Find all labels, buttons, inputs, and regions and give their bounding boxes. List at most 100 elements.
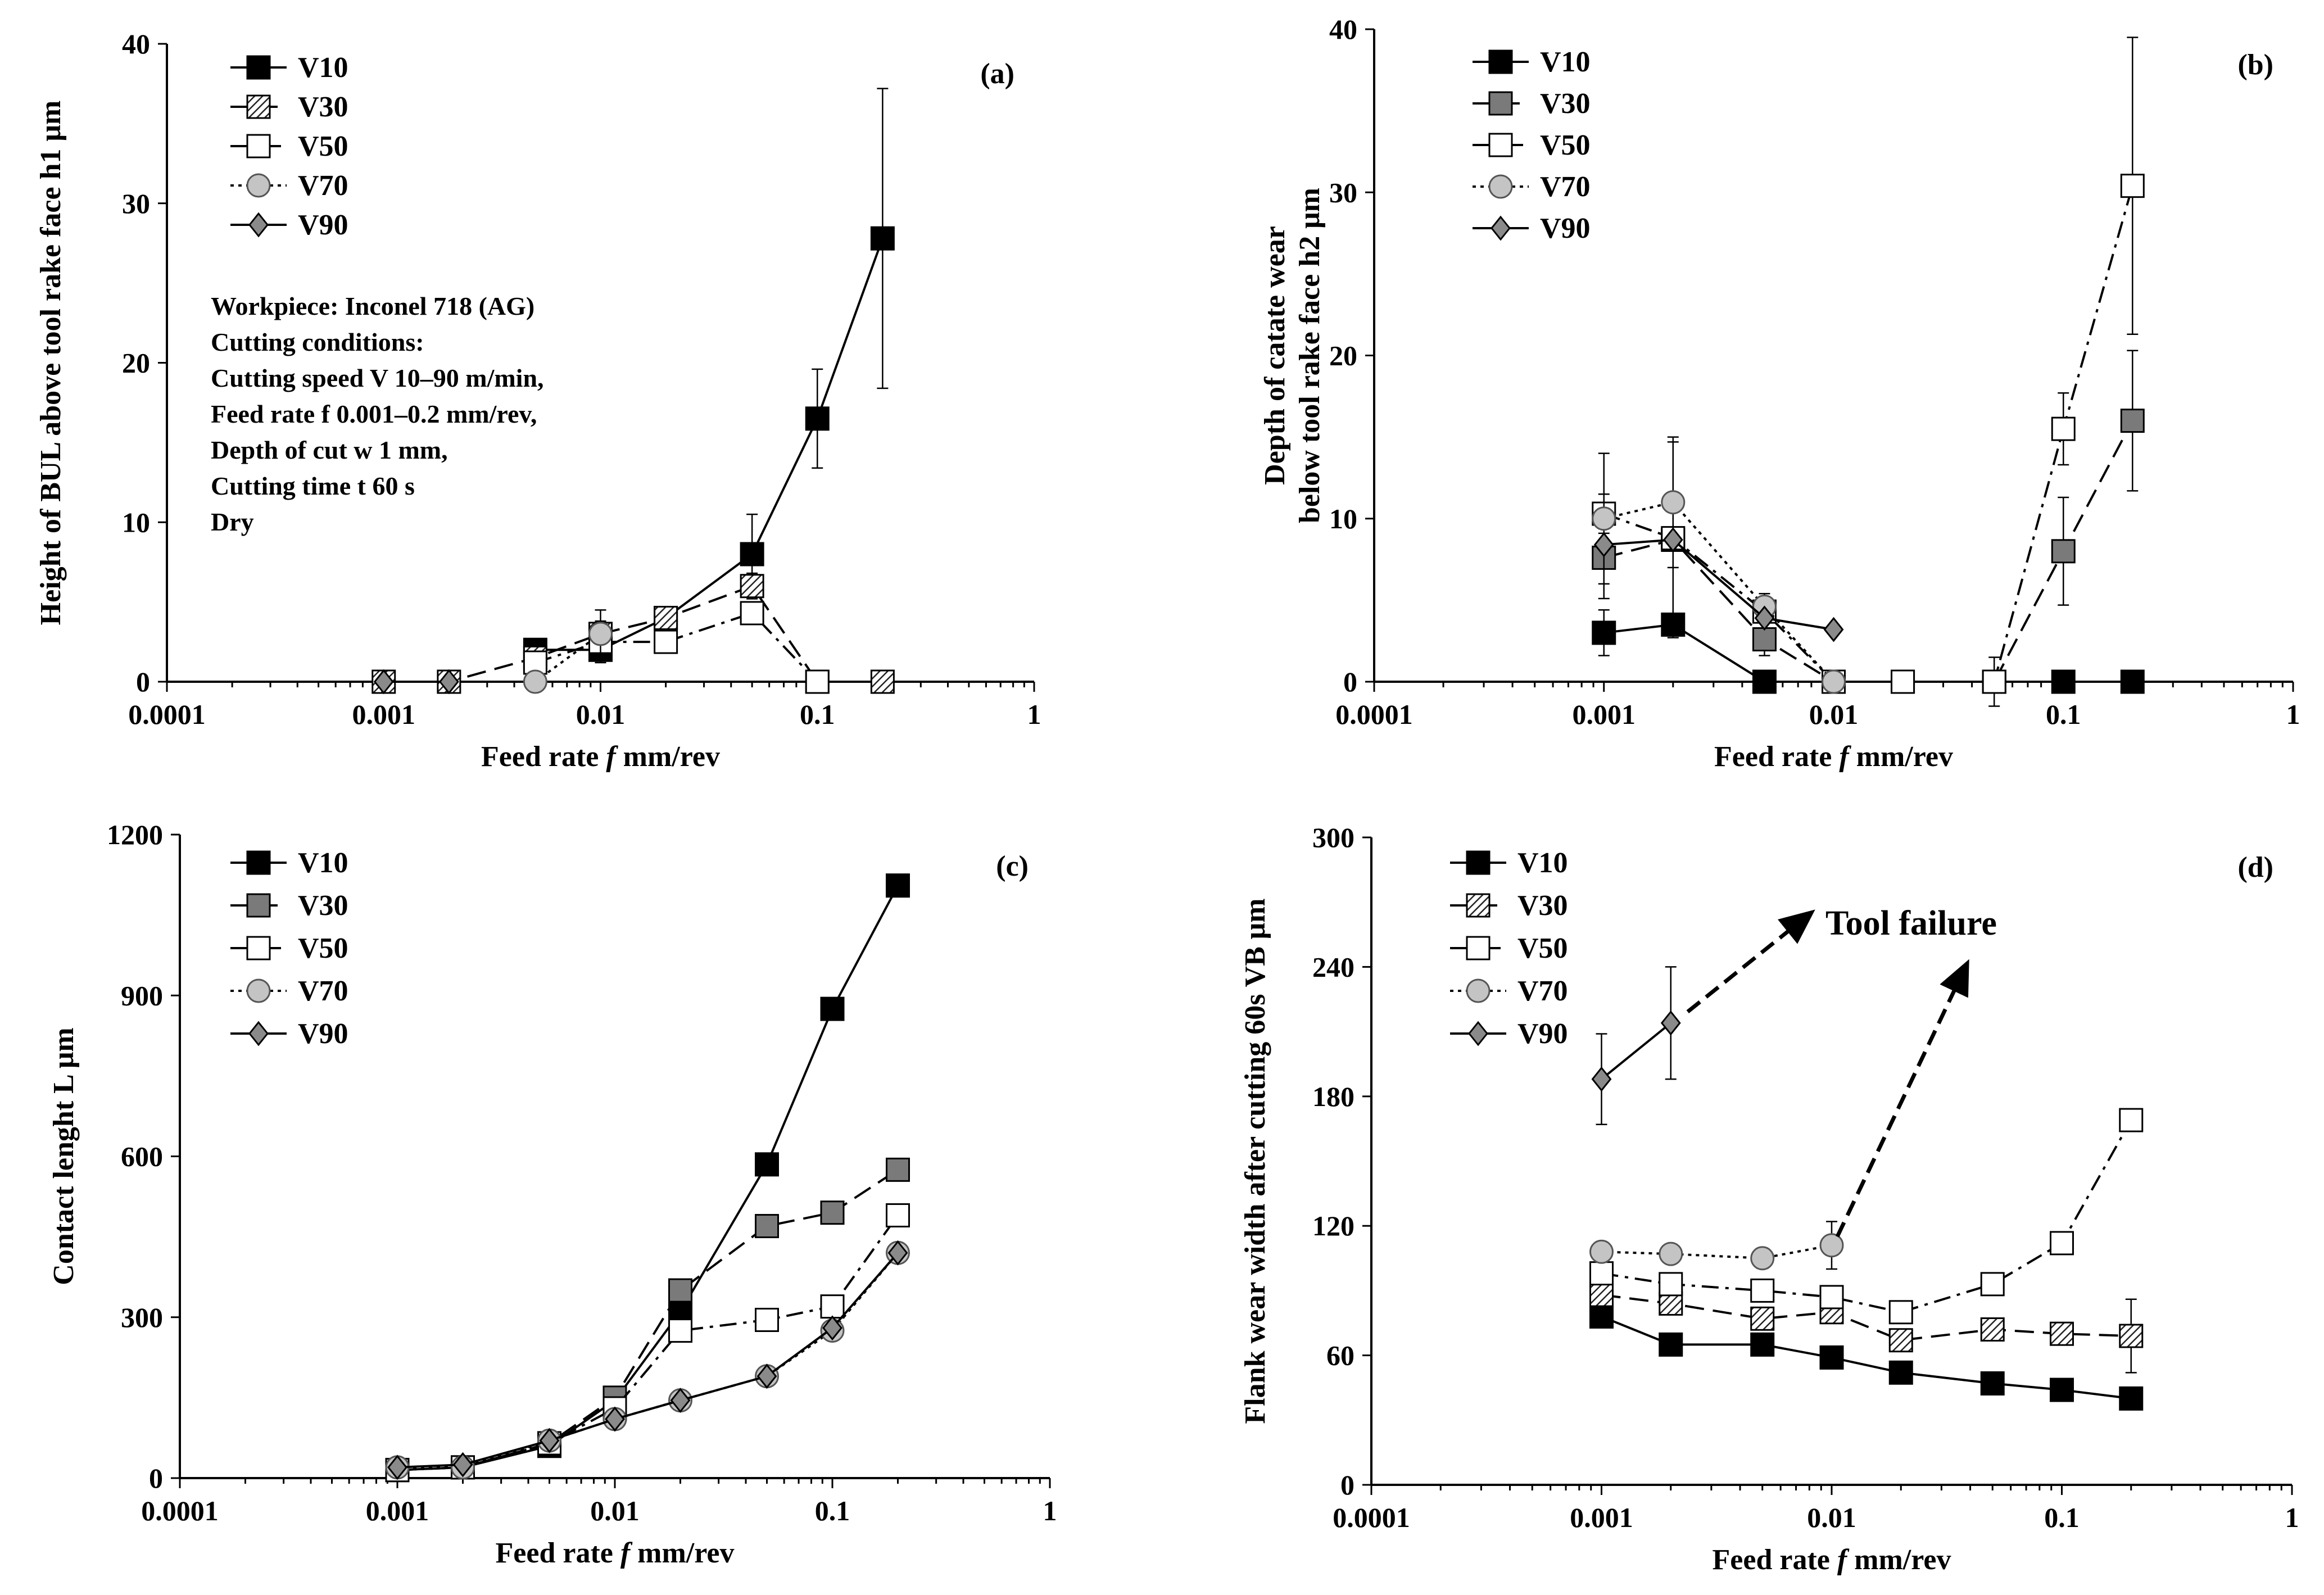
tool-failure-arrow [1686, 909, 1815, 1013]
y-tick-label: 0 [149, 1462, 163, 1494]
y-tick-label: 40 [1329, 13, 1357, 45]
legend-marker [1488, 49, 1513, 74]
data-point [740, 601, 764, 626]
y-tick-label: 40 [122, 28, 150, 60]
data-point [1589, 1304, 1614, 1329]
legend-marker [248, 1021, 269, 1046]
data-point [1659, 1241, 1683, 1266]
y-tick-label: 10 [1329, 503, 1357, 534]
series-V70 [523, 609, 613, 694]
data-point [1752, 627, 1777, 652]
legend-label: V30 [1540, 88, 1591, 120]
data-point [887, 1240, 908, 1266]
legend-entry: V10 [230, 847, 348, 879]
legend-marker [246, 94, 271, 119]
legend-label: V30 [298, 91, 348, 123]
legend-marker [246, 55, 271, 80]
legend-marker [246, 134, 271, 158]
legend-entry: V50 [230, 932, 348, 964]
series-V90 [373, 669, 459, 695]
series-V70 [1592, 436, 1846, 694]
legend-label: V10 [1517, 847, 1568, 879]
data-point [2051, 539, 2076, 564]
data-point [1819, 1285, 1844, 1309]
x-tick-label: 1 [2285, 1502, 2299, 1533]
data-point [588, 622, 613, 646]
data-point [1888, 1360, 1913, 1385]
data-point [2050, 1321, 2074, 1346]
conditions-line: Depth of cut w 1 mm, [211, 436, 448, 464]
data-point [1661, 490, 1686, 515]
legend-label: V10 [298, 52, 348, 84]
series-V90 [1591, 966, 1681, 1125]
data-point [373, 669, 394, 695]
data-point [740, 542, 764, 567]
y-tick-label: 0 [1343, 666, 1357, 697]
legend-marker [246, 978, 271, 1003]
legend-marker [1466, 978, 1491, 1003]
y-tick-label: 20 [122, 347, 150, 379]
x-tick-label: 0.01 [576, 699, 626, 730]
x-tick-label: 1 [1043, 1495, 1057, 1526]
data-point [820, 1294, 845, 1319]
series-V70 [1589, 1221, 1844, 1271]
series-V10 [385, 873, 910, 1483]
legend-label: V70 [298, 975, 348, 1007]
series-line [535, 238, 884, 651]
legend-label: V30 [1517, 890, 1568, 922]
data-point [1822, 669, 1846, 694]
y-tick-label: 30 [1329, 176, 1357, 208]
y-tick-label: 60 [1326, 1340, 1354, 1371]
legend-label: V50 [1540, 129, 1591, 161]
legend-entry: V70 [1450, 975, 1568, 1007]
data-point [1589, 1261, 1614, 1286]
series-line [1601, 1244, 1832, 1259]
data-point [2050, 1231, 2074, 1256]
series-line [1601, 1022, 1672, 1080]
legend-marker [246, 936, 271, 960]
legend-label: V90 [298, 209, 348, 241]
series-V50 [1592, 37, 2145, 707]
chart-panel-3: 0.0001 0.001 0.01 0.1 1 0 300 600 900 1200 Feed ra… [48, 819, 1057, 1569]
data-point [1750, 1332, 1775, 1357]
data-point [1750, 1246, 1775, 1271]
legend-label: V50 [298, 932, 348, 964]
x-tick-label: 1 [2286, 699, 2300, 730]
legend-marker [1466, 850, 1491, 875]
legend-marker [1468, 1021, 1488, 1046]
data-point [654, 629, 678, 654]
legend-label: V90 [1540, 212, 1591, 244]
data-point [387, 1454, 407, 1480]
series-V90 [1593, 527, 1844, 642]
data-point [654, 606, 678, 630]
legend-marker [1488, 91, 1513, 116]
legend-entry: V90 [230, 209, 348, 241]
data-point [1589, 1239, 1614, 1264]
data-point [805, 406, 830, 431]
data-point [1592, 506, 1616, 531]
legend-marker [1466, 936, 1491, 960]
data-point [1660, 1010, 1681, 1036]
data-point [740, 574, 764, 599]
legend-entry: V10 [1450, 847, 1568, 879]
legend-label: V70 [1517, 975, 1568, 1007]
y-tick-label: 30 [122, 188, 150, 219]
series-V70 [385, 1240, 910, 1480]
y-tick-label: 120 [1312, 1210, 1354, 1241]
series-V10 [1592, 609, 2145, 694]
series-V10 [523, 88, 895, 664]
conditions-line: Feed rate f 0.001–0.2 mm/rev, [211, 400, 537, 428]
data-point [755, 1214, 780, 1239]
data-point [1750, 1278, 1775, 1303]
series-line [397, 1252, 899, 1469]
data-point [539, 1428, 560, 1453]
data-point [2119, 1108, 2144, 1132]
series-line [534, 611, 818, 683]
y-axis-label: Depth of catate wear [1259, 226, 1291, 485]
legend-entry: V30 [230, 91, 348, 123]
legend-label: V10 [1540, 46, 1591, 78]
y-axis-label: below tool rake face h2 μm [1294, 188, 1326, 523]
legend-label: V70 [1540, 171, 1591, 203]
